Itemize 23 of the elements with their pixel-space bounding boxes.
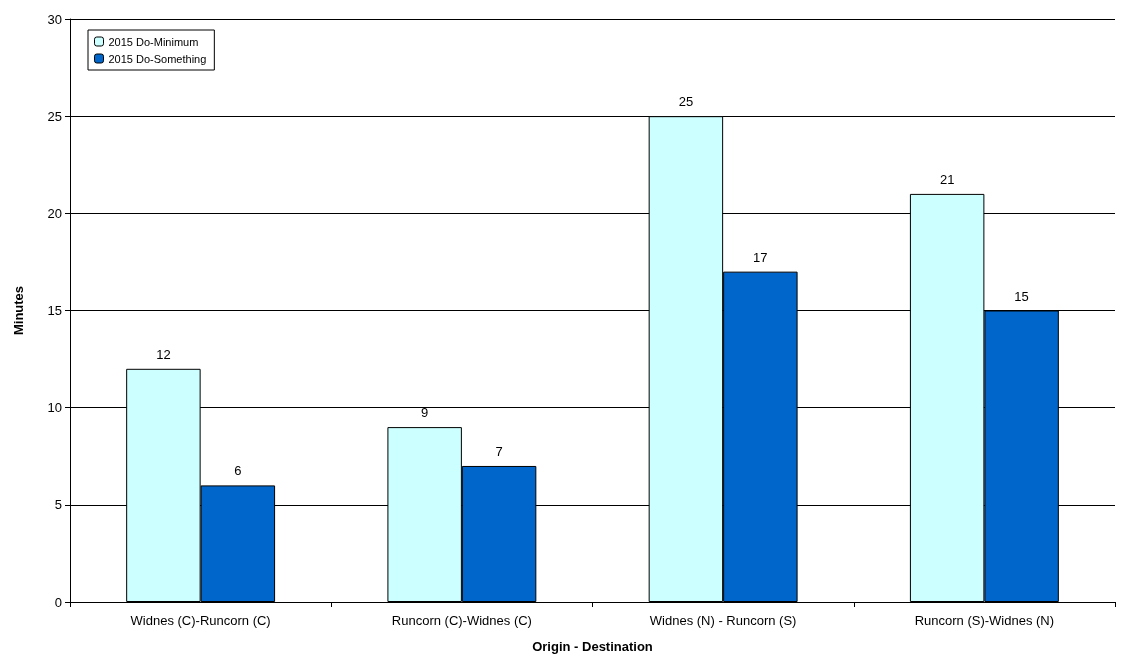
y-tick-label: 10 — [47, 400, 62, 416]
x-tick-label: Widnes (N) - Runcorn (S) — [649, 613, 797, 628]
data-label: 7 — [495, 443, 503, 459]
x-tick-label: Widnes (C)-Runcorn (C) — [130, 613, 271, 628]
legend-label: 2015 Do-Something — [108, 52, 207, 65]
data-label: 15 — [1014, 288, 1029, 304]
y-tick-label: 0 — [54, 594, 62, 610]
y-tick-label: 25 — [47, 108, 62, 124]
data-label: 6 — [234, 463, 242, 479]
data-label: 17 — [753, 249, 768, 265]
x-axis-title: Origin - Destination — [532, 639, 653, 654]
legend-label: 2015 Do-Minimum — [108, 35, 199, 48]
y-tick-label: 15 — [47, 303, 62, 318]
x-tick-label: Runcorn (C)-Widnes (C) — [391, 613, 532, 628]
data-label: 9 — [421, 405, 429, 421]
y-tick-label: 20 — [47, 205, 62, 221]
y-tick-label: 5 — [54, 497, 62, 513]
y-tick-label: 30 — [47, 11, 62, 27]
data-label: 25 — [678, 94, 694, 110]
y-axis-title: Minutes — [11, 285, 26, 336]
data-label: 21 — [939, 171, 955, 187]
x-tick-label: Runcorn (S)-Widnes (N) — [914, 613, 1055, 628]
data-label: 12 — [156, 346, 171, 362]
